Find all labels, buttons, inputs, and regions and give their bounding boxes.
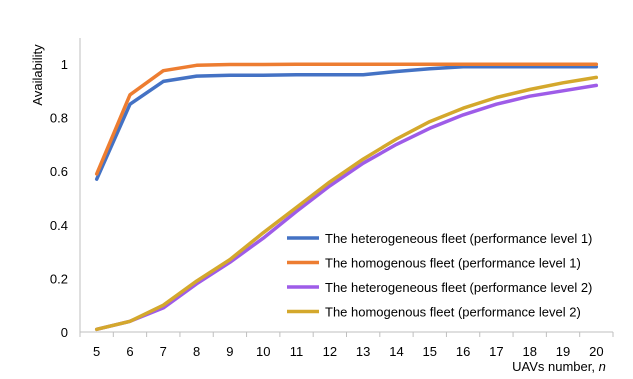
x-tick-label: 13 — [356, 344, 370, 359]
x-tick-labels: 5 6 7 8 9 10 11 12 13 14 15 16 17 18 19 20 — [79, 332, 614, 359]
series-lines — [94, 62, 599, 332]
x-tick-label: 5 — [93, 344, 100, 359]
legend-label: The heterogeneous fleet (performance lev… — [325, 231, 592, 246]
y-tick-label: 1 — [61, 57, 68, 72]
x-tick-label: 9 — [226, 344, 233, 359]
y-axis-title: Availability — [30, 44, 45, 106]
x-axis-title-text: UAVs number, — [512, 359, 598, 374]
x-tick-label: 10 — [256, 344, 270, 359]
x-tick-label: 11 — [290, 344, 304, 359]
y-tick-labels: 0 0.2 0.4 0.6 0.8 1 — [50, 57, 68, 340]
x-tick-label: 20 — [589, 344, 603, 359]
x-tick-label: 6 — [126, 344, 133, 359]
x-axis-title: UAVs number, n — [512, 359, 606, 374]
y-tick-label: 0.2 — [50, 271, 68, 286]
x-tick-label: 15 — [423, 344, 437, 359]
legend: The heterogeneous fleet (performance lev… — [287, 231, 592, 320]
legend-label: The homogenous fleet (performance level … — [325, 305, 581, 320]
series-line-1 — [94, 64, 599, 181]
x-tick-label: 8 — [193, 344, 200, 359]
x-tick-label: 17 — [489, 344, 503, 359]
x-tick-label: 18 — [522, 344, 536, 359]
y-tick-label: 0.8 — [50, 111, 68, 126]
x-tick-label: 7 — [160, 344, 167, 359]
legend-label: The heterogeneous fleet (performance lev… — [325, 280, 592, 295]
x-tick-label: 14 — [389, 344, 403, 359]
x-tick-label: 19 — [556, 344, 570, 359]
x-tick-label: 16 — [456, 344, 470, 359]
series-line-3 — [94, 83, 599, 332]
y-tick-label: 0.4 — [50, 218, 68, 233]
x-tick-label: 12 — [323, 344, 337, 359]
y-tick-label: 0.6 — [50, 164, 68, 179]
x-axis-title-variable: n — [599, 359, 606, 374]
legend-label: The homogenous fleet (performance level … — [325, 256, 581, 271]
series-line-2 — [94, 62, 599, 176]
y-tick-label: 0 — [61, 325, 68, 340]
series-line-4 — [94, 75, 599, 332]
